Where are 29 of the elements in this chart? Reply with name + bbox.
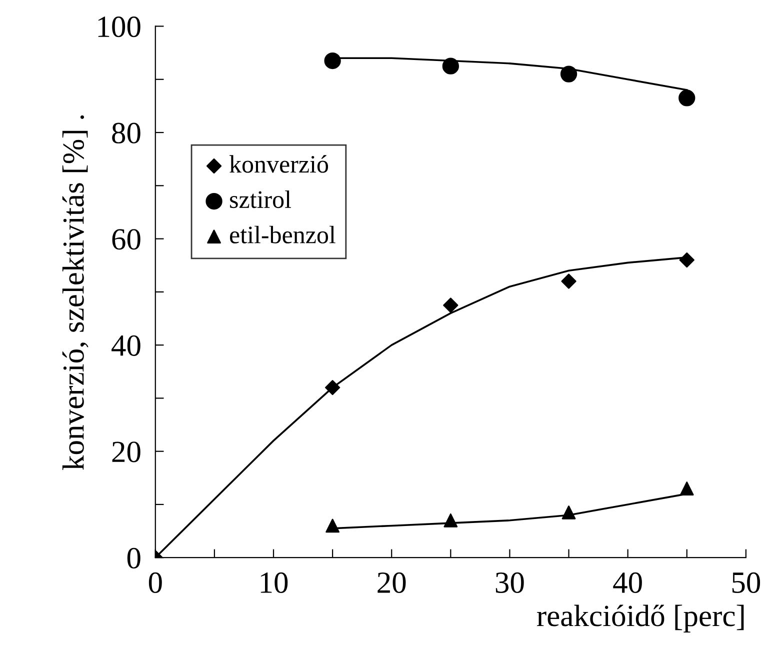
x-axis-title: reakcióidő [perc] <box>537 604 744 633</box>
y-tick-label: 0 <box>127 548 140 568</box>
legend-label: konverzió <box>229 155 328 173</box>
y-tick-label: 40 <box>112 335 140 356</box>
point <box>562 505 576 520</box>
point <box>324 52 341 70</box>
legend-label: etil-benzol <box>230 226 336 244</box>
point <box>561 274 576 289</box>
y-tick-label: 20 <box>112 442 140 462</box>
x-tick-label: 20 <box>378 572 406 593</box>
y-axis-title: konverzió, szelektivitás [%] . <box>62 115 88 470</box>
point <box>678 90 696 106</box>
point <box>680 482 694 496</box>
point <box>444 513 458 528</box>
point <box>443 298 458 313</box>
point <box>560 66 578 82</box>
y-tick-label: 100 <box>98 16 140 38</box>
point <box>679 252 694 268</box>
point <box>326 518 340 533</box>
point <box>324 380 340 396</box>
y-tick-label: 80 <box>112 122 140 144</box>
y-tick-label: 60 <box>112 229 140 250</box>
x-tick-label: 40 <box>613 572 642 593</box>
x-tick-label: 0 <box>148 572 162 593</box>
x-tick-label: 30 <box>496 572 524 593</box>
x-tick-label: 50 <box>732 572 760 593</box>
point <box>442 58 459 74</box>
x-tick-label: 10 <box>260 572 288 593</box>
legend-label: sztirol <box>230 190 292 208</box>
